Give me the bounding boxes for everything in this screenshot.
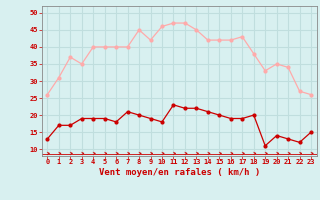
X-axis label: Vent moyen/en rafales ( km/h ): Vent moyen/en rafales ( km/h ) <box>99 168 260 177</box>
